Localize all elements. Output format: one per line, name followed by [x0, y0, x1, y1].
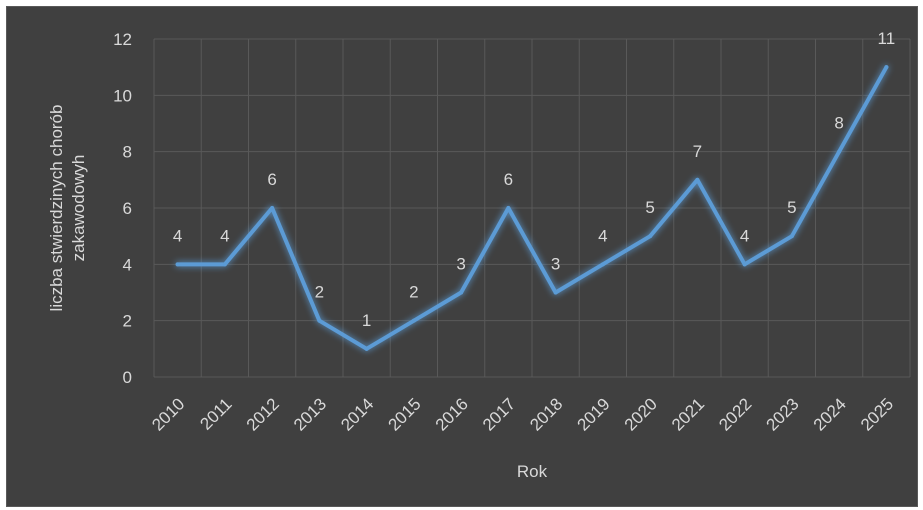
y-axis-title: liczba stwierdzinych chorób zakawodowyh	[47, 105, 88, 312]
data-label: 6	[267, 170, 276, 189]
data-label: 2	[315, 283, 324, 302]
data-label: 4	[740, 226, 749, 245]
x-tick-label: 2024	[810, 394, 850, 434]
data-label: 11	[878, 29, 896, 48]
data-label: 3	[551, 255, 560, 274]
data-label: 6	[504, 170, 513, 189]
data-point	[600, 262, 605, 267]
data-point	[175, 262, 180, 267]
data-point	[648, 234, 653, 239]
y-axis-title-line: zakawodowyh	[69, 155, 88, 262]
y-axis-title-line: liczba stwierdzinych chorób	[47, 105, 66, 312]
x-tick-label: 2014	[337, 394, 377, 434]
data-point	[695, 177, 700, 182]
data-label: 1	[362, 311, 371, 330]
series-line	[175, 65, 889, 351]
data-point	[553, 290, 558, 295]
x-tick-label: 2019	[574, 394, 614, 434]
y-tick-label: 0	[123, 368, 132, 387]
data-point	[364, 346, 369, 351]
x-tick-label: 2010	[148, 394, 188, 434]
data-label: 5	[645, 198, 654, 217]
y-tick-label: 4	[123, 255, 132, 274]
data-point	[459, 290, 464, 295]
data-label: 7	[693, 142, 702, 161]
chart-area	[6, 6, 918, 507]
data-label: 5	[787, 198, 796, 217]
x-tick-label: 2016	[432, 394, 472, 434]
data-label: 4	[598, 226, 607, 245]
y-tick-label: 10	[113, 86, 132, 105]
data-labels: 4 4 6 2 1 2 3 6 3 4 5 7 4 5 8 11	[173, 29, 895, 330]
data-point	[884, 65, 889, 70]
data-point	[270, 206, 275, 210]
x-axis-title: Rok	[517, 462, 548, 481]
data-point	[789, 234, 794, 239]
y-tick-label: 12	[113, 30, 132, 49]
x-tick-label: 2011	[196, 394, 235, 433]
x-tick-label: 2015	[385, 394, 425, 434]
data-label: 4	[173, 226, 182, 245]
x-tick-label: 2012	[243, 394, 283, 434]
data-label: 8	[834, 114, 843, 133]
x-tick-label: 2013	[290, 394, 330, 434]
data-label: 4	[220, 226, 229, 245]
data-label: 2	[409, 283, 418, 302]
x-axis-ticks: 2010 2011 2012 2013 2014 2015 2016 2017 2018 2019…	[148, 394, 897, 434]
y-tick-label: 8	[123, 143, 132, 162]
data-point	[742, 262, 747, 267]
data-point	[837, 149, 842, 154]
data-point	[317, 318, 322, 323]
data-label: 3	[456, 255, 465, 274]
x-tick-label: 2017	[479, 394, 519, 434]
x-tick-label: 2021	[668, 394, 708, 434]
y-tick-label: 2	[123, 312, 132, 331]
y-axis-ticks: 0 2 4 6 8 10 12	[113, 30, 132, 387]
x-tick-label: 2023	[763, 394, 803, 434]
series-group	[175, 65, 889, 351]
data-point	[506, 206, 511, 210]
x-tick-label: 2018	[526, 394, 566, 434]
x-tick-label: 2025	[857, 394, 897, 434]
x-tick-label: 2022	[715, 394, 755, 434]
data-point	[411, 318, 416, 323]
x-tick-label: 2020	[621, 394, 661, 434]
data-point	[222, 262, 227, 267]
y-tick-label: 6	[123, 199, 132, 218]
